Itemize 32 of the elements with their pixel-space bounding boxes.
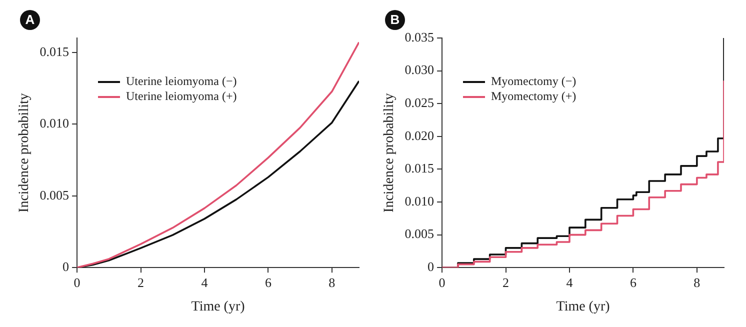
- legend-label: Myomectomy (−): [491, 74, 576, 89]
- y-tick-label: 0.025: [404, 95, 434, 110]
- y-tick-label: 0.035: [404, 29, 434, 44]
- x-tick-label: 8: [694, 274, 700, 290]
- x-tick-label: 8: [328, 274, 336, 290]
- y-tick-label: 0.005: [404, 226, 434, 242]
- chart-title: A: [20, 10, 40, 30]
- y-tick-label: 0.010: [404, 193, 434, 208]
- y-axis-title: Incidence probability: [17, 93, 32, 212]
- x-axis-title: Time (yr): [191, 299, 246, 314]
- x-tick-label: 0: [74, 274, 80, 290]
- x-axis-title: Time (yr): [556, 299, 610, 314]
- chart-title: B: [385, 10, 405, 30]
- x-tick-label: 2: [138, 274, 144, 290]
- y-tick-label: 0.015: [404, 160, 434, 176]
- y-tick-label: 0: [62, 259, 70, 274]
- y-tick-label: 0.030: [404, 62, 434, 78]
- y-tick-label: 0.015: [40, 44, 70, 59]
- x-tick-label: 0: [438, 274, 446, 290]
- legend-label: Myomectomy (+): [491, 89, 576, 104]
- x-tick-label: 4: [566, 274, 574, 290]
- y-tick-label: 0.005: [40, 187, 70, 202]
- legend-label: Uterine leiomyoma (+): [126, 89, 237, 104]
- y-tick-label: 0: [428, 259, 434, 274]
- y-tick-label: 0.010: [40, 116, 70, 131]
- x-tick-label: 6: [264, 274, 272, 290]
- x-tick-label: 2: [502, 274, 510, 290]
- x-tick-label: 4: [201, 274, 208, 290]
- y-tick-label: 0.020: [404, 128, 434, 143]
- legend-label: Uterine leiomyoma (−): [126, 74, 237, 89]
- x-tick-label: 6: [630, 274, 637, 290]
- y-axis-title: Incidence probability: [382, 93, 398, 212]
